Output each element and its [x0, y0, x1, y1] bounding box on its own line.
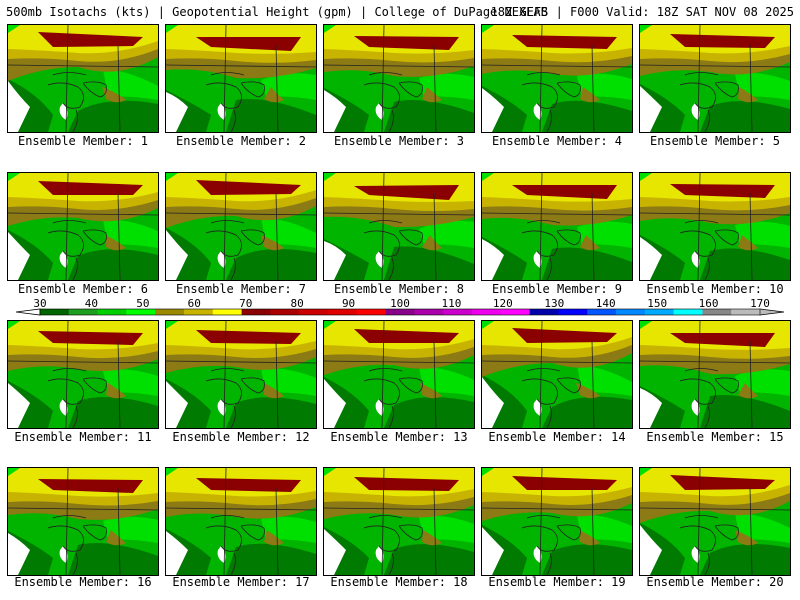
ensemble-member-map [323, 320, 475, 429]
ensemble-member-map [165, 320, 317, 429]
ensemble-member-label: Ensemble Member: 12 [172, 430, 310, 444]
ensemble-member-map [481, 467, 633, 576]
colorbar-swatch [472, 309, 502, 315]
colorbar-tick-label: 110 [441, 297, 461, 310]
colorbar-swatch [731, 309, 761, 315]
ensemble-member-map [481, 24, 633, 133]
colorbar-swatch [414, 309, 444, 315]
ensemble-member-label: Ensemble Member: 17 [172, 575, 310, 589]
ensemble-member-map [323, 172, 475, 281]
colorbar-tick-label: 40 [85, 297, 98, 310]
isotach-colorbar: 30 40 50 60 70 80 90 100 110 120 130 140 150 160 170 [15, 297, 785, 316]
colorbar-swatch [241, 309, 271, 315]
ensemble-member-label: Ensemble Member: 1 [17, 134, 149, 148]
ensemble-member-map [323, 467, 475, 576]
colorbar-tick-label: 170 [750, 297, 770, 310]
ensemble-member-label: Ensemble Member: 10 [646, 282, 784, 296]
ensemble-member-label: Ensemble Member: 15 [646, 430, 784, 444]
ensemble-member-label: Ensemble Member: 2 [175, 134, 307, 148]
ensemble-member-map [7, 24, 159, 133]
colorbar-tick-label: 120 [493, 297, 513, 310]
colorbar-swatch [40, 309, 70, 315]
ensemble-member-map [323, 24, 475, 133]
colorbar-tick-label: 70 [239, 297, 252, 310]
map-title: 500mb Isotachs (kts) | Geopotential Heig… [6, 5, 548, 19]
colorbar-swatch [68, 309, 99, 315]
ensemble-member-label: Ensemble Member: 13 [330, 430, 468, 444]
ensemble-member-map [165, 172, 317, 281]
colorbar-swatch [212, 309, 243, 315]
colorbar-tick-label: 130 [544, 297, 564, 310]
colorbar-swatch [126, 309, 156, 315]
colorbar-swatch [702, 309, 732, 315]
colorbar-tick-label: 100 [390, 297, 410, 310]
ensemble-member-label: Ensemble Member: 20 [646, 575, 784, 589]
ensemble-member-map [639, 467, 791, 576]
ensemble-member-map [7, 320, 159, 429]
colorbar-swatch [500, 309, 531, 315]
ensemble-member-label: Ensemble Member: 14 [488, 430, 626, 444]
ensemble-member-map [7, 467, 159, 576]
colorbar-swatch [529, 309, 559, 315]
colorbar-tick-label: 90 [342, 297, 355, 310]
colorbar-swatch [587, 309, 617, 315]
ensemble-member-label: Ensemble Member: 5 [649, 134, 781, 148]
ensemble-member-label: Ensemble Member: 6 [17, 282, 149, 296]
ensemble-member-map [165, 467, 317, 576]
colorbar-swatch [385, 309, 415, 315]
colorbar-tick-label: 150 [647, 297, 667, 310]
colorbar-tick-label: 30 [33, 297, 46, 310]
colorbar-swatch [673, 309, 703, 315]
colorbar-swatch [97, 309, 127, 315]
colorbar-tick-label: 50 [136, 297, 149, 310]
colorbar-tick-label: 140 [596, 297, 616, 310]
ensemble-member-label: Ensemble Member: 16 [14, 575, 152, 589]
ensemble-member-map [481, 320, 633, 429]
ensemble-member-map [165, 24, 317, 133]
colorbar-swatch [616, 309, 646, 315]
colorbar-swatch [443, 309, 473, 315]
ensemble-member-map [639, 24, 791, 133]
ensemble-member-map [481, 172, 633, 281]
colorbar-swatch [299, 309, 329, 315]
ensemble-member-map [639, 172, 791, 281]
colorbar-swatch [328, 309, 358, 315]
colorbar-swatch [155, 309, 185, 315]
ensemble-member-map [639, 320, 791, 429]
ensemble-member-label: Ensemble Member: 7 [175, 282, 307, 296]
colorbar-swatch [184, 309, 214, 315]
ensemble-member-label: Ensemble Member: 4 [491, 134, 623, 148]
colorbar-swatch [356, 309, 387, 315]
ensemble-member-label: Ensemble Member: 9 [491, 282, 623, 296]
colorbar-tick-label: 60 [188, 297, 201, 310]
valid-time: 18Z GEFS | F000 Valid: 18Z SAT NOV 08 20… [490, 5, 794, 19]
ensemble-member-map [7, 172, 159, 281]
ensemble-member-label: Ensemble Member: 3 [333, 134, 465, 148]
colorbar-swatch [558, 309, 588, 315]
colorbar-tick-label: 80 [291, 297, 304, 310]
ensemble-member-label: Ensemble Member: 8 [333, 282, 465, 296]
ensemble-member-label: Ensemble Member: 11 [14, 430, 152, 444]
ensemble-member-label: Ensemble Member: 18 [330, 575, 468, 589]
colorbar-swatch [644, 309, 675, 315]
ensemble-member-label: Ensemble Member: 19 [488, 575, 626, 589]
colorbar-swatch [270, 309, 300, 315]
colorbar-tick-label: 160 [699, 297, 719, 310]
